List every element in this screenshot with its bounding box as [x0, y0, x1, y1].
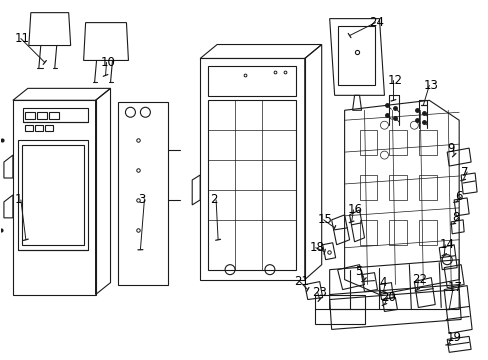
Bar	[25, 112, 35, 119]
Text: 24: 24	[369, 16, 384, 29]
Bar	[359, 130, 377, 155]
Bar	[22, 145, 83, 245]
Text: 5: 5	[355, 265, 362, 278]
Text: 8: 8	[451, 211, 459, 224]
Bar	[388, 220, 407, 245]
Text: 22: 22	[411, 273, 427, 286]
Text: 9: 9	[447, 141, 454, 155]
Bar	[419, 130, 436, 155]
Bar	[337, 26, 375, 85]
Text: 21: 21	[293, 275, 308, 288]
Bar	[419, 175, 436, 200]
Text: 4: 4	[379, 276, 386, 289]
Bar	[35, 125, 42, 131]
Bar	[419, 220, 436, 245]
Bar	[208, 67, 295, 96]
Text: 2: 2	[210, 193, 217, 206]
Text: 16: 16	[347, 203, 362, 216]
Bar	[388, 130, 407, 155]
Text: 14: 14	[438, 238, 453, 251]
Text: 19: 19	[446, 331, 460, 344]
Bar	[25, 125, 33, 131]
Bar	[37, 112, 47, 119]
Text: 3: 3	[138, 193, 145, 206]
Text: 15: 15	[317, 213, 332, 226]
Bar	[208, 100, 295, 270]
Text: 6: 6	[454, 190, 462, 203]
Text: 7: 7	[460, 166, 468, 179]
Bar	[18, 140, 87, 250]
Text: 13: 13	[423, 79, 437, 92]
Bar	[23, 108, 87, 122]
Text: 23: 23	[311, 286, 326, 299]
Bar	[359, 175, 377, 200]
Bar	[359, 220, 377, 245]
Bar	[388, 175, 407, 200]
Text: 20: 20	[381, 291, 396, 304]
Text: 11: 11	[15, 32, 30, 45]
Bar	[314, 294, 364, 324]
Text: 1: 1	[15, 193, 22, 206]
Text: 12: 12	[386, 74, 402, 87]
Text: 17: 17	[447, 281, 461, 294]
Text: 18: 18	[309, 241, 324, 254]
Bar	[49, 112, 59, 119]
Text: 10: 10	[101, 56, 115, 69]
Bar	[45, 125, 53, 131]
